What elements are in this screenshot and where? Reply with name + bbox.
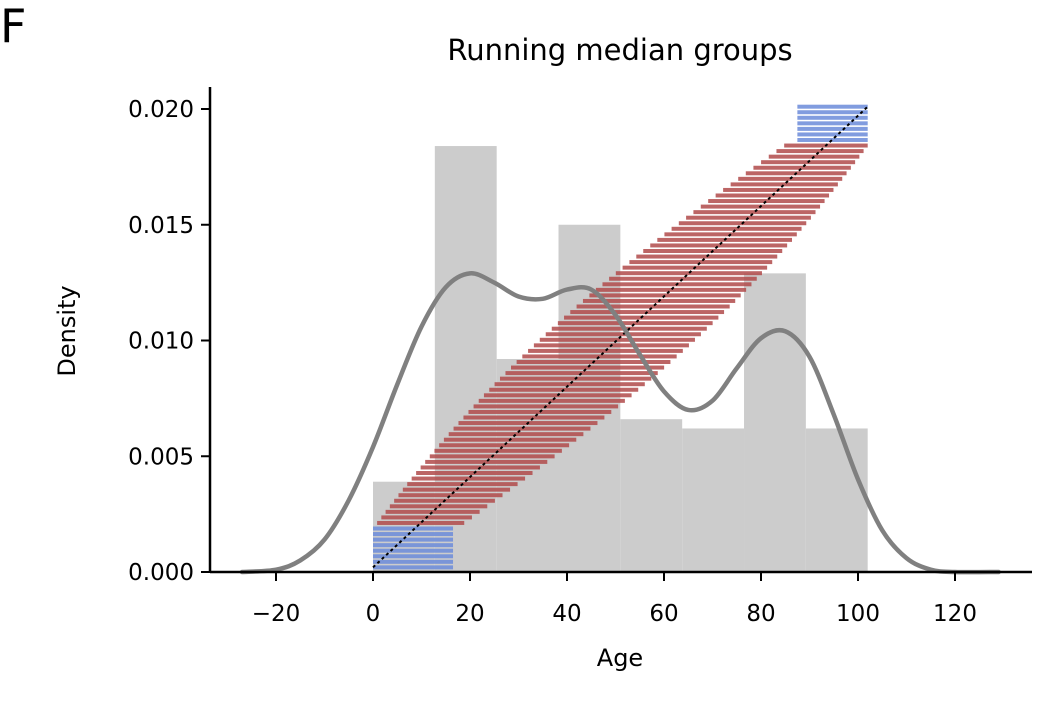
median-group-77 — [797, 137, 868, 142]
median-group-35 — [505, 371, 658, 376]
median-group-81 — [797, 115, 868, 120]
median-group-61 — [671, 226, 802, 231]
median-group-67 — [715, 193, 830, 198]
median-group-55 — [629, 260, 773, 265]
x-tick-label: 80 — [746, 601, 775, 627]
median-group-30 — [478, 398, 625, 403]
median-group-7 — [373, 526, 454, 531]
y-axis-label: Density — [53, 285, 81, 376]
median-group-5 — [373, 537, 454, 542]
median-group-69 — [730, 182, 838, 187]
median-group-1 — [373, 559, 454, 564]
y-tick-label: 0.005 — [128, 444, 194, 470]
median-group-21 — [434, 448, 562, 453]
x-tick-label: 0 — [366, 601, 381, 627]
median-group-8 — [377, 520, 465, 525]
panel-label: F — [0, 0, 26, 53]
kde-curve — [239, 271, 1001, 575]
histogram-bar-5 — [682, 428, 745, 572]
median-group-0 — [373, 565, 454, 570]
x-tick-label: 40 — [552, 601, 581, 627]
x-ticks: −20 0 20 40 60 80 100 120 — [252, 572, 977, 627]
median-group-64 — [693, 210, 816, 215]
median-group-53 — [615, 271, 762, 276]
median-group-25 — [453, 426, 591, 431]
median-group-66 — [708, 199, 825, 204]
median-group-78 — [797, 132, 868, 137]
y-tick-label: 0.000 — [128, 560, 194, 586]
median-group-44 — [557, 321, 713, 326]
median-group-83 — [797, 104, 868, 109]
median-group-58 — [650, 243, 788, 248]
median-group-82 — [797, 110, 868, 115]
median-group-27 — [463, 415, 605, 420]
median-group-2 — [373, 554, 454, 559]
x-axis-label: Age — [597, 644, 643, 672]
median-group-6 — [373, 532, 454, 537]
median-group-3 — [373, 548, 454, 553]
median-group-16 — [411, 476, 526, 481]
x-tick-label: 100 — [836, 601, 880, 627]
median-group-19 — [425, 459, 548, 464]
histogram-bar-7 — [805, 428, 868, 572]
histogram-bar-4 — [620, 419, 683, 572]
x-tick-label: 20 — [455, 601, 484, 627]
median-group-33 — [494, 382, 645, 387]
median-group-80 — [797, 121, 868, 126]
density-curve — [239, 271, 1001, 575]
median-group-24 — [448, 432, 584, 437]
median-group-39 — [528, 348, 683, 353]
median-group-79 — [797, 126, 868, 131]
median-group-11 — [389, 504, 488, 509]
median-group-72 — [753, 165, 851, 170]
median-group-47 — [576, 304, 730, 309]
axes — [208, 87, 1032, 574]
median-group-52 — [609, 276, 757, 281]
x-tick-label: 120 — [933, 601, 977, 627]
x-tick-label: −20 — [252, 601, 301, 627]
y-tick-label: 0.015 — [128, 213, 194, 239]
median-group-22 — [439, 443, 570, 448]
median-group-41 — [539, 337, 695, 342]
median-group-10 — [385, 509, 480, 514]
median-group-75 — [776, 149, 864, 154]
median-group-63 — [686, 215, 811, 220]
median-group-49 — [589, 293, 741, 298]
y-tick-label: 0.020 — [128, 97, 194, 123]
median-line-path — [372, 105, 869, 569]
chart-title: Running median groups — [447, 33, 792, 67]
histogram-bar-6 — [744, 273, 806, 572]
median-group-50 — [595, 287, 747, 292]
y-ticks: 0.000 0.005 0.010 0.015 0.020 — [128, 97, 210, 586]
median-group-36 — [511, 365, 665, 370]
median-line — [372, 105, 869, 569]
median-group-38 — [522, 354, 677, 359]
median-group-13 — [398, 493, 503, 498]
y-tick-label: 0.010 — [128, 329, 194, 355]
median-group-4 — [373, 543, 454, 548]
x-tick-label: 60 — [649, 601, 678, 627]
